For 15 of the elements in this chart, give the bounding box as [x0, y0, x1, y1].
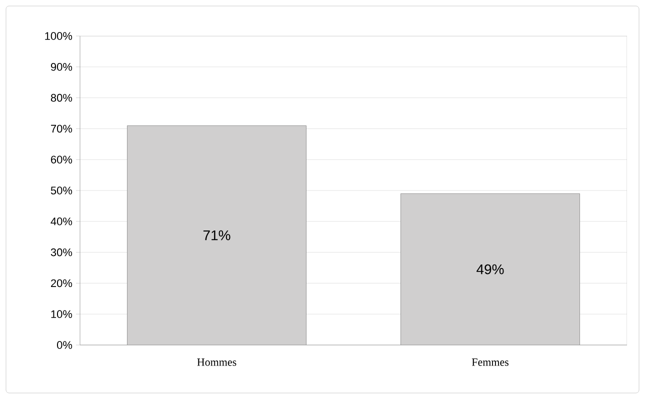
y-tick-label: 90%: [50, 63, 72, 71]
y-tick-label: 40%: [50, 218, 72, 226]
y-tick-label: 60%: [51, 156, 72, 164]
y-tick-label: 20%: [51, 279, 72, 288]
data-label: 71%: [203, 230, 230, 240]
x-tick-label: Femmes: [472, 358, 508, 366]
y-tick-label: 50%: [50, 186, 72, 194]
x-tick-label: Hommes: [197, 358, 236, 366]
y-tick-label: 70%: [51, 124, 72, 133]
data-label: 49%: [476, 264, 504, 274]
y-tick-label: 80%: [50, 94, 72, 102]
y-tick-label: 0%: [56, 341, 72, 349]
y-tick-label: 100%: [45, 32, 72, 40]
y-tick-label: 30%: [50, 248, 72, 256]
y-tick-label: 10%: [51, 310, 72, 318]
